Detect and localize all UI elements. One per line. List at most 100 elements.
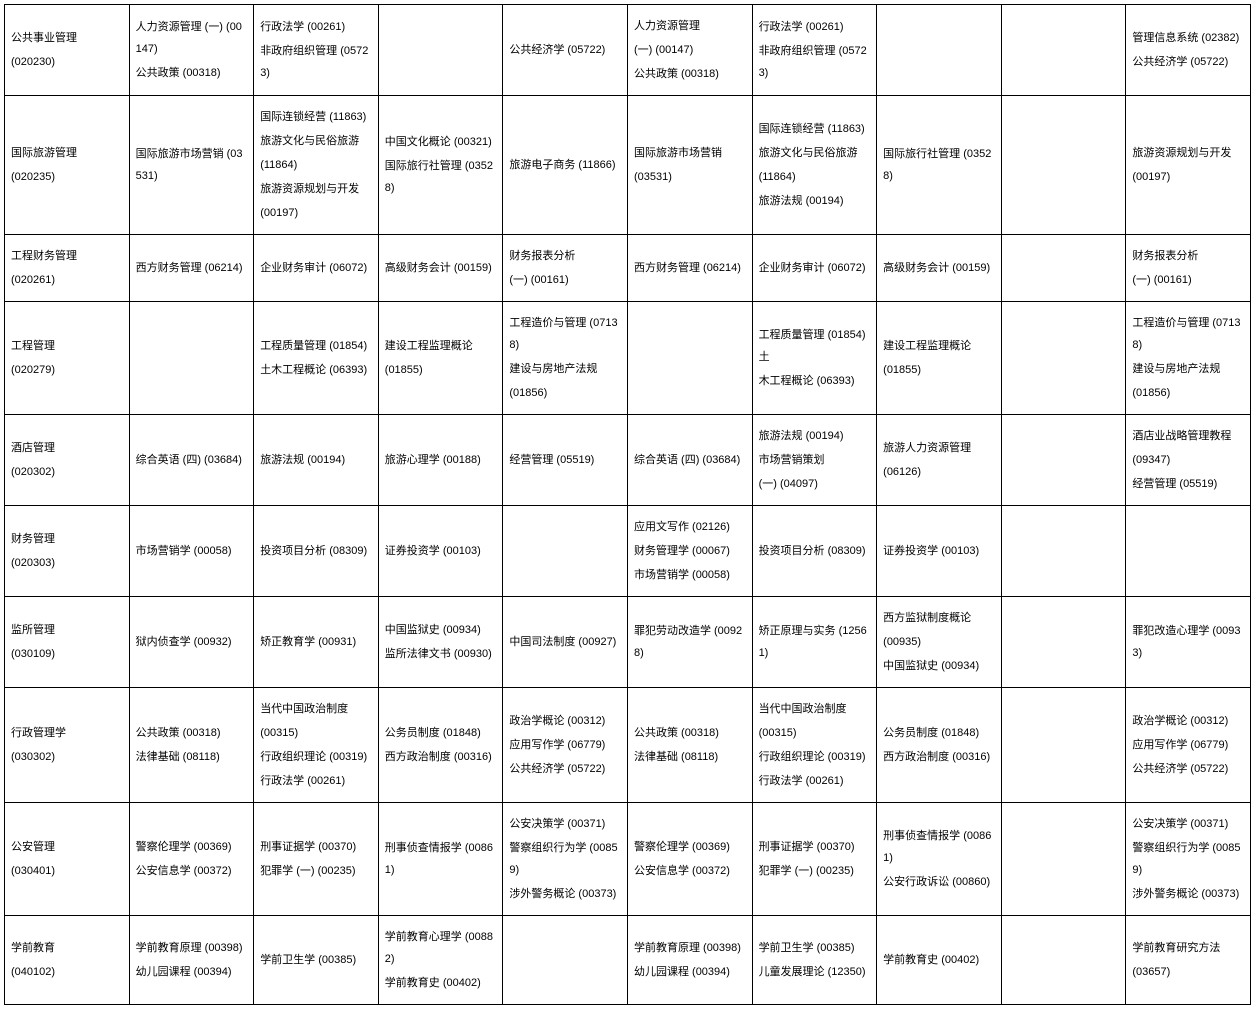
table-cell: 人力资源管理(一) (00147)公共政策 (00318) — [627, 5, 752, 96]
table-cell: 西方财务管理 (06214) — [129, 235, 254, 302]
table-row: 国际旅游管理(020235)国际旅游市场营销 (03531)国际连锁经营 (11… — [5, 96, 1251, 235]
table-cell: 建设工程监理概论(01855) — [378, 302, 503, 415]
table-cell — [627, 302, 752, 415]
table-row: 公安管理(030401)警察伦理学 (00369)公安信息学 (00372)刑事… — [5, 803, 1251, 916]
cell-line: 非政府组织管理 (05723) — [260, 40, 372, 84]
cell-line: (一) (00161) — [1132, 269, 1244, 291]
cell-line: 财务管理学 (00067) — [634, 540, 746, 562]
cell-line: 人力资源管理 — [634, 15, 746, 37]
table-cell: 财务报表分析(一) (00161) — [503, 235, 628, 302]
table-cell: 行政管理学(030302) — [5, 688, 130, 803]
cell-line: 建设工程监理概论 — [883, 335, 995, 357]
table-cell: 行政法学 (00261)非政府组织管理 (05723) — [254, 5, 379, 96]
table-cell: 罪犯劳动改造学 (00928) — [627, 597, 752, 688]
cell-line: 罪犯劳动改造学 (00928) — [634, 620, 746, 664]
cell-line: 学前教育心理学 (00882) — [385, 926, 497, 970]
cell-line: (一) (00161) — [509, 269, 621, 291]
cell-line: 管理信息系统 (02382) — [1132, 27, 1244, 49]
table-cell — [1001, 506, 1126, 597]
cell-line: 国际旅行社管理 (03528) — [883, 143, 995, 187]
table-cell: 中国监狱史 (00934)监所法律文书 (00930) — [378, 597, 503, 688]
cell-line: 公共经济学 (05722) — [1132, 51, 1244, 73]
cell-line: 狱内侦查学 (00932) — [136, 631, 248, 653]
cell-line: 警察伦理学 (00369) — [634, 836, 746, 858]
cell-line: 公务员制度 (01848) — [385, 722, 497, 744]
cell-line: (020303) — [11, 552, 123, 574]
cell-line: 当代中国政治制度 — [759, 698, 871, 720]
cell-line: 中国监狱史 (00934) — [385, 619, 497, 641]
cell-line: (00197) — [1132, 166, 1244, 188]
cell-line: 酒店管理 — [11, 437, 123, 459]
cell-line: 公安行政诉讼 (00860) — [883, 871, 995, 893]
table-cell — [503, 916, 628, 1005]
table-cell — [1001, 5, 1126, 96]
cell-line: (00935) — [883, 631, 995, 653]
cell-line: (01855) — [883, 359, 995, 381]
cell-line: 工程质量管理 (01854) — [260, 335, 372, 357]
table-cell: 学前教育史 (00402) — [877, 916, 1002, 1005]
table-cell: 旅游法规 (00194) — [254, 415, 379, 506]
cell-line: 非政府组织管理 (05723) — [759, 40, 871, 84]
cell-line: 国际旅行社管理 (03528) — [385, 155, 497, 199]
cell-line: 旅游人力资源管理 — [883, 437, 995, 459]
table-cell: 高级财务会计 (00159) — [877, 235, 1002, 302]
table-cell: 学前卫生学 (00385)儿童发展理论 (12350) — [752, 916, 877, 1005]
table-cell: 工程财务管理(020261) — [5, 235, 130, 302]
cell-line: 学前教育史 (00402) — [385, 972, 497, 994]
table-cell: 旅游电子商务 (11866) — [503, 96, 628, 235]
cell-line: (030401) — [11, 860, 123, 882]
cell-line: 建设工程监理概论 — [385, 335, 497, 357]
cell-line: 法律基础 (08118) — [136, 746, 248, 768]
table-cell: 旅游人力资源管理(06126) — [877, 415, 1002, 506]
cell-line: 公共政策 (00318) — [634, 63, 746, 85]
cell-line: 公共经济学 (05722) — [509, 39, 621, 61]
table-cell: 国际旅游市场营销 (03531) — [129, 96, 254, 235]
cell-line: 涉外警务概论 (00373) — [509, 883, 621, 905]
table-cell — [1001, 597, 1126, 688]
cell-line: 建设与房地产法规 — [1132, 358, 1244, 380]
table-cell: 政治学概论 (00312)应用写作学 (06779)公共经济学 (05722) — [1126, 688, 1251, 803]
cell-line: 国际旅游管理 — [11, 142, 123, 164]
cell-line: 西方政治制度 (00316) — [883, 746, 995, 768]
table-cell: 工程质量管理 (01854)土木工程概论 (06393) — [254, 302, 379, 415]
cell-line: (一) (00147) — [634, 39, 746, 61]
cell-line: 刑事侦查情报学 (00861) — [883, 825, 995, 869]
cell-line: 财务管理 — [11, 528, 123, 550]
cell-line: 公安决策学 (00371) — [1132, 813, 1244, 835]
course-schedule-table: 公共事业管理(020230)人力资源管理 (一) (00147)公共政策 (00… — [4, 4, 1251, 1005]
table-cell — [1001, 96, 1126, 235]
table-cell: 学前卫生学 (00385) — [254, 916, 379, 1005]
table-cell: 中国司法制度 (00927) — [503, 597, 628, 688]
cell-line: 国际连锁经营 (11863) — [759, 118, 871, 140]
table-cell: 当代中国政治制度(00315)行政组织理论 (00319)行政法学 (00261… — [254, 688, 379, 803]
cell-line: 工程管理 — [11, 335, 123, 357]
table-cell: 人力资源管理 (一) (00147)公共政策 (00318) — [129, 5, 254, 96]
cell-line: (09347) — [1132, 449, 1244, 471]
cell-line: 犯罪学 (一) (00235) — [759, 860, 871, 882]
table-cell: 刑事证据学 (00370)犯罪学 (一) (00235) — [752, 803, 877, 916]
table-cell: 工程管理(020279) — [5, 302, 130, 415]
table-cell: 西方监狱制度概论(00935)中国监狱史 (00934) — [877, 597, 1002, 688]
cell-line: 中国司法制度 (00927) — [509, 631, 621, 653]
table-cell: 学前教育原理 (00398)幼儿园课程 (00394) — [627, 916, 752, 1005]
cell-line: 中国监狱史 (00934) — [883, 655, 995, 677]
table-cell — [877, 5, 1002, 96]
cell-line: (00315) — [759, 722, 871, 744]
cell-line: 行政组织理论 (00319) — [759, 746, 871, 768]
cell-line: (020302) — [11, 461, 123, 483]
table-cell: 工程造价与管理 (07138)建设与房地产法规(01856) — [503, 302, 628, 415]
cell-line: 幼儿园课程 (00394) — [136, 961, 248, 983]
cell-line: 西方监狱制度概论 — [883, 607, 995, 629]
table-cell: 投资项目分析 (08309) — [254, 506, 379, 597]
cell-line: 企业财务审计 (06072) — [260, 257, 372, 279]
table-row: 酒店管理(020302)综合英语 (四) (03684)旅游法规 (00194)… — [5, 415, 1251, 506]
cell-line: 应用写作学 (06779) — [509, 734, 621, 756]
table-cell: 酒店管理(020302) — [5, 415, 130, 506]
cell-line: 国际连锁经营 (11863) — [260, 106, 372, 128]
table-cell: 狱内侦查学 (00932) — [129, 597, 254, 688]
table-cell: 证券投资学 (00103) — [877, 506, 1002, 597]
table-cell: 学前教育(040102) — [5, 916, 130, 1005]
cell-line: 行政管理学 — [11, 722, 123, 744]
cell-line: 西方财务管理 (06214) — [136, 257, 248, 279]
cell-line: 行政法学 (00261) — [260, 770, 372, 792]
